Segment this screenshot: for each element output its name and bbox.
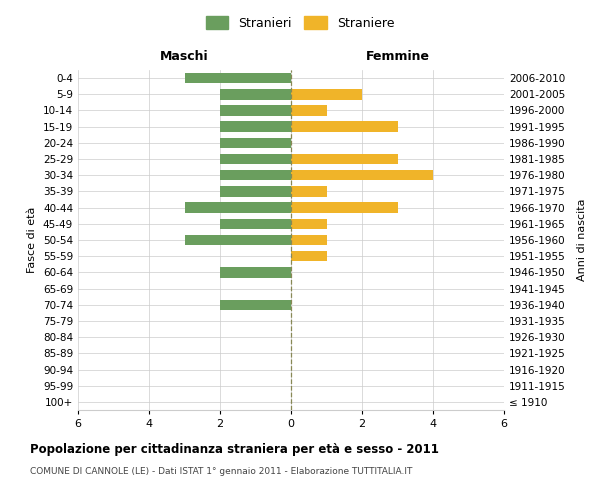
Bar xyxy=(185,202,291,213)
Text: Popolazione per cittadinanza straniera per età e sesso - 2011: Popolazione per cittadinanza straniera p… xyxy=(30,442,439,456)
Bar xyxy=(185,73,291,84)
Bar xyxy=(291,122,398,132)
Text: COMUNE DI CANNOLE (LE) - Dati ISTAT 1° gennaio 2011 - Elaborazione TUTTITALIA.IT: COMUNE DI CANNOLE (LE) - Dati ISTAT 1° g… xyxy=(30,468,412,476)
Bar xyxy=(291,218,326,229)
Y-axis label: Fasce di età: Fasce di età xyxy=(28,207,37,273)
Bar xyxy=(220,138,291,148)
Bar xyxy=(220,89,291,100)
Bar xyxy=(220,154,291,164)
Bar xyxy=(220,186,291,196)
Bar xyxy=(291,186,326,196)
Legend: Stranieri, Straniere: Stranieri, Straniere xyxy=(201,11,399,35)
Bar xyxy=(291,154,398,164)
Bar xyxy=(185,234,291,246)
Text: Maschi: Maschi xyxy=(160,50,209,63)
Bar xyxy=(291,89,362,100)
Bar xyxy=(291,170,433,180)
Bar xyxy=(220,122,291,132)
Bar xyxy=(220,170,291,180)
Bar xyxy=(291,105,326,116)
Bar xyxy=(291,202,398,213)
Y-axis label: Anni di nascita: Anni di nascita xyxy=(577,198,587,281)
Bar xyxy=(291,251,326,262)
Bar xyxy=(291,234,326,246)
Text: Femmine: Femmine xyxy=(365,50,430,63)
Bar xyxy=(220,218,291,229)
Bar xyxy=(220,267,291,278)
Bar xyxy=(220,300,291,310)
Bar xyxy=(220,105,291,116)
